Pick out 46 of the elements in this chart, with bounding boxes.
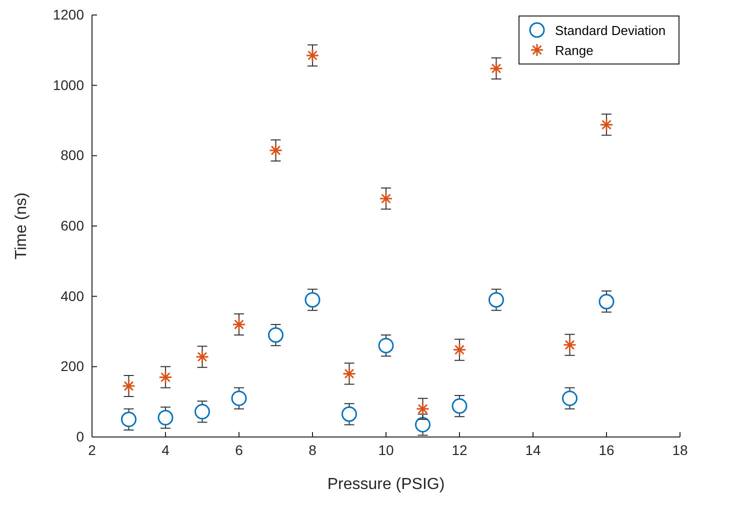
point <box>379 192 393 206</box>
point <box>122 379 136 393</box>
point <box>416 402 430 416</box>
y-tick-label: 1200 <box>52 6 84 22</box>
point <box>488 292 504 308</box>
y-tick-label: 0 <box>76 428 84 444</box>
point <box>196 350 209 364</box>
x-tick-label: 14 <box>525 442 541 458</box>
x-tick-label: 16 <box>598 442 614 458</box>
point <box>490 62 503 76</box>
y-tick-label: 200 <box>60 358 84 374</box>
point <box>342 406 357 422</box>
x-tick-label: 12 <box>452 442 468 458</box>
point <box>600 118 614 132</box>
point <box>158 410 174 426</box>
point <box>452 398 468 414</box>
point <box>415 416 430 432</box>
point <box>306 48 320 62</box>
point <box>598 294 614 310</box>
x-axis-title: Pressure (PSIG) <box>327 476 445 493</box>
x-tick-label: 10 <box>378 442 394 458</box>
y-axis-title: Time (ns) <box>13 192 30 260</box>
point <box>158 370 172 384</box>
legend-label: Standard Deviation <box>555 23 666 38</box>
point <box>562 390 578 406</box>
point <box>232 318 246 332</box>
y-tick-label: 800 <box>60 147 84 164</box>
point <box>194 404 210 420</box>
point <box>563 338 576 352</box>
x-tick-label: 2 <box>88 442 96 458</box>
point <box>121 412 136 428</box>
legend-label: Range <box>555 43 594 58</box>
point <box>378 338 394 354</box>
x-tick-label: 6 <box>235 442 244 458</box>
y-tick-label: 1000 <box>52 76 84 93</box>
x-tick-label: 4 <box>162 442 170 458</box>
y-tick-label: 600 <box>60 217 84 234</box>
point <box>304 292 320 308</box>
y-tick-label: 400 <box>60 288 84 304</box>
x-tick-label: 18 <box>672 442 688 458</box>
point <box>342 366 356 380</box>
point <box>269 144 282 158</box>
x-tick-label: 8 <box>308 442 317 458</box>
point <box>452 343 466 357</box>
point <box>268 327 284 343</box>
point <box>231 390 247 406</box>
